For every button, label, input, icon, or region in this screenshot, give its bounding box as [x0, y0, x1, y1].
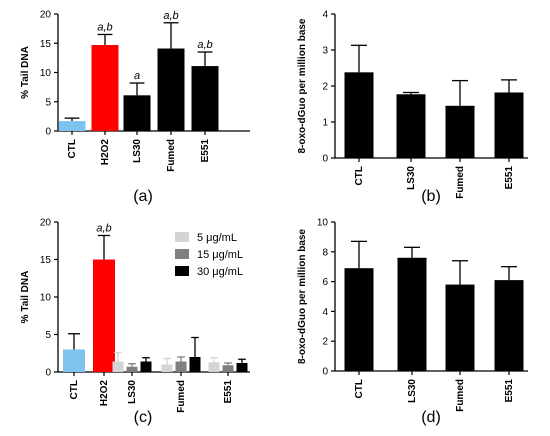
- panel-d-bar: [344, 268, 374, 371]
- panel-c-category-label: H2O2: [99, 380, 110, 407]
- panel-d-bar: [494, 280, 524, 371]
- panel-c-y-tick-label: 20: [40, 218, 52, 229]
- panel-a-category-label: Fumed: [166, 139, 177, 172]
- panel-a-bar: [123, 95, 151, 131]
- panel-d-category-label: CTL: [354, 379, 365, 398]
- panel-c-group-label: LS30: [127, 380, 138, 404]
- panel-c-bar: [112, 361, 124, 372]
- panel-b-y-tick-label: 3: [322, 46, 328, 57]
- panel-a-significance-label: a: [134, 70, 140, 82]
- panel-a-y-tick-label: 20: [40, 10, 52, 21]
- panel-c-bar: [63, 349, 85, 372]
- panel-c-bar: [208, 362, 220, 372]
- panel-b-y-tick-label: 4: [322, 10, 328, 21]
- panel-d-y-tick-label: 4: [322, 307, 328, 318]
- panel-c-y-tick-label: 5: [45, 330, 51, 341]
- panel-c-group-label: E551: [223, 380, 234, 404]
- panel-d-category-label: LS30: [407, 379, 418, 403]
- panel-c-bar: [175, 361, 187, 372]
- panel-c-y-axis-label: % Tail DNA: [20, 271, 31, 324]
- panel-b-bar: [494, 92, 524, 158]
- panel-b-y-tick-label: 2: [322, 82, 328, 93]
- panel-d-y-tick-label: 2: [322, 337, 328, 348]
- panel-d-y-tick-label: 6: [322, 277, 328, 288]
- panel-c-bar: [126, 366, 138, 372]
- panel-b-category-label: CTL: [354, 166, 365, 185]
- panel-c-legend-label: 30 μg/mL: [197, 266, 243, 278]
- panel-b-category-label: E551: [504, 166, 515, 190]
- panel-d-bar: [445, 284, 475, 371]
- panel-c-y-tick-label: 15: [40, 255, 52, 266]
- panel-a-significance-label: a,b: [97, 21, 112, 33]
- panel-a-y-tick-label: 10: [40, 68, 52, 79]
- panel-b-category-label: Fumed: [455, 166, 466, 199]
- panel-b-y-axis-label: 8-oxo-dGuo per million base: [297, 18, 308, 153]
- panel-c-y-tick-label: 10: [40, 293, 52, 304]
- panel-a-category-label: E551: [200, 139, 211, 163]
- panel-d-y-axis-label: 8-oxo-dGuo per million base: [297, 229, 308, 364]
- panel-d-panel-label: (d): [421, 409, 441, 426]
- panel-c-group-label: Fumed: [176, 380, 187, 413]
- panel-c-bar: [189, 357, 201, 372]
- panel-c-bar: [161, 364, 173, 372]
- panel-a-y-tick-label: 5: [45, 97, 51, 108]
- panel-d-y-tick-label: 8: [322, 247, 328, 258]
- panel-a-significance-label: a,b: [163, 10, 178, 22]
- panel-c-bar: [236, 363, 248, 372]
- panel-c-legend-swatch: [175, 266, 189, 276]
- panel-c-legend-label: 15 μg/mL: [197, 249, 243, 261]
- panel-c-significance-label: a,b: [96, 223, 111, 235]
- panel-b-y-tick-label: 0: [322, 154, 328, 165]
- panel-a-bar: [58, 121, 86, 131]
- panel-c-legend-swatch: [175, 232, 189, 242]
- panel-d-category-label: Fumed: [455, 379, 466, 412]
- panel-a-bar: [157, 48, 185, 131]
- panel-d-category-label: E551: [504, 379, 515, 403]
- panel-b-bar: [344, 72, 374, 158]
- panel-c-y-tick-label: 0: [45, 368, 51, 379]
- panel-d-y-tick-label: 0: [322, 367, 328, 378]
- panel-a-y-tick-label: 0: [45, 127, 51, 138]
- panel-b-bar: [396, 94, 426, 158]
- panel-a-y-tick-label: 15: [40, 39, 52, 50]
- panel-d-bar: [397, 257, 427, 371]
- panel-c-bar: [93, 259, 115, 372]
- panel-b-category-label: LS30: [406, 166, 417, 190]
- panel-b-y-tick-label: 1: [322, 118, 328, 129]
- panel-c-bar: [222, 365, 234, 372]
- panel-c-legend-label: 5 μg/mL: [197, 232, 237, 244]
- panel-a-bar: [191, 66, 219, 131]
- panel-c-bar: [140, 361, 152, 372]
- panel-d-y-tick-label: 10: [317, 218, 329, 229]
- panel-c-legend-swatch: [175, 249, 189, 259]
- panel-a-category-label: CTL: [67, 139, 78, 158]
- panel-a-y-axis-label: % Tail DNA: [20, 46, 31, 99]
- panel-b-panel-label: (b): [421, 188, 441, 205]
- panel-a-panel-label: (a): [133, 188, 153, 205]
- panel-a-category-label: H2O2: [100, 139, 111, 166]
- panel-a-bar: [91, 45, 119, 131]
- panel-c-panel-label: (c): [134, 409, 153, 426]
- panel-a-category-label: LS30: [132, 139, 143, 163]
- panel-c-category-label: CTL: [69, 380, 80, 399]
- panel-a-significance-label: a,b: [197, 39, 212, 51]
- panel-b-bar: [445, 105, 475, 158]
